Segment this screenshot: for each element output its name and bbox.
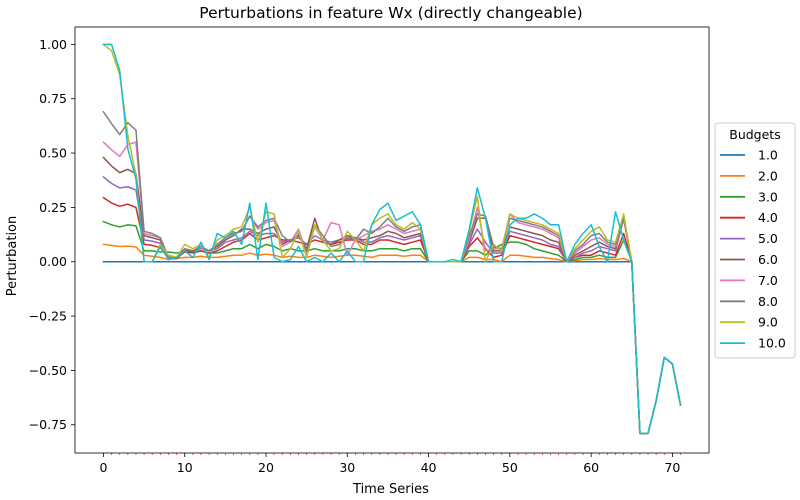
legend-box	[714, 122, 796, 359]
y-tick-label: 0.25	[39, 200, 67, 215]
y-tick-label: 0.50	[39, 146, 67, 161]
x-tick-label: 70	[664, 460, 680, 475]
legend-label-3-0: 3.0	[758, 189, 778, 204]
series-line-5-0	[102, 175, 682, 435]
legend-label-7-0: 7.0	[758, 273, 778, 288]
y-axis-title: Perturbation	[5, 216, 20, 297]
y-tick-label: 1.00	[39, 37, 67, 52]
legend: Budgets 1.0 2.0 3.0 4.0 5.0 6.0 7.0 8.0 9.0 10.0	[714, 122, 796, 359]
x-tick-label: 10	[177, 460, 193, 475]
x-tick-label: 60	[583, 460, 599, 475]
y-tick-label: −0.75	[29, 417, 67, 432]
legend-label-8-0: 8.0	[758, 294, 778, 309]
legend-label-9-0: 9.0	[758, 315, 778, 330]
series-line-8-0	[102, 110, 682, 435]
y-tick-label: 0.75	[39, 91, 67, 106]
legend-label-6-0: 6.0	[758, 252, 778, 267]
x-tick-label: 40	[421, 460, 437, 475]
legend-title: Budgets	[729, 127, 780, 142]
legend-label-5-0: 5.0	[758, 231, 778, 246]
y-tick-label: −0.50	[29, 363, 67, 378]
series-line-4-0	[102, 196, 682, 435]
series-line-10-0	[102, 43, 682, 435]
series-line-2-0	[102, 243, 682, 435]
y-tick-label: 0.00	[39, 254, 67, 269]
x-tick-label: 30	[339, 460, 355, 475]
x-tick-label: 0	[99, 460, 107, 475]
axes-frame	[74, 26, 710, 454]
legend-label-2-0: 2.0	[758, 168, 778, 183]
chart-title: Perturbations in feature Wx (directly ch…	[199, 4, 582, 22]
series-line-1-0	[102, 260, 682, 435]
legend-label-4-0: 4.0	[758, 210, 778, 225]
y-tick-label: −0.25	[29, 309, 67, 324]
legend-label-10-0: 10.0	[758, 336, 786, 351]
plot-area: 0 10 20 30 40 50 60 70 1.00 0.75 0.50 0.25 0.00 −0.25…	[29, 26, 710, 475]
x-tick-label: 20	[258, 460, 274, 475]
x-axis-title: Time Series	[352, 482, 429, 497]
legend-label-1-0: 1.0	[758, 148, 778, 163]
x-tick-label: 50	[502, 460, 518, 475]
